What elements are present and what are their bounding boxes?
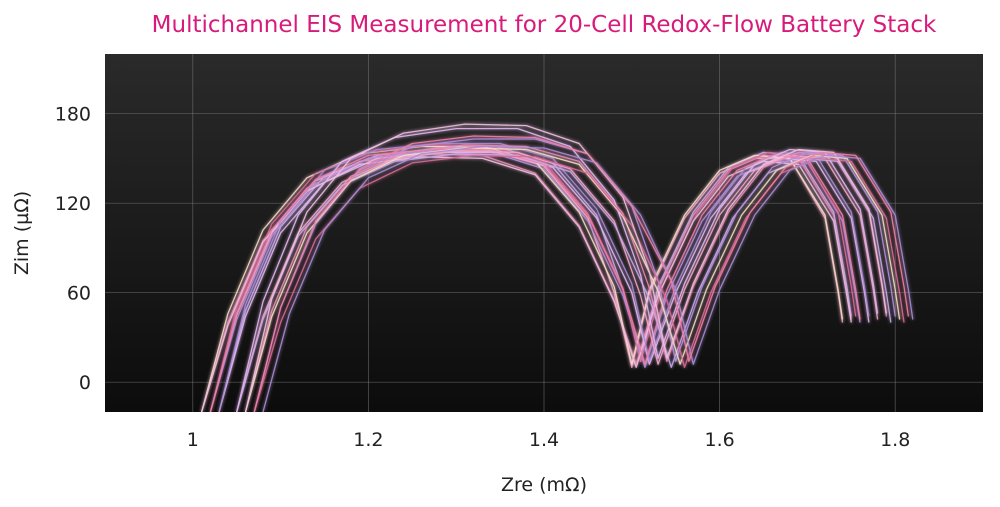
series-line — [244, 123, 888, 412]
y-tick-label: 120 — [55, 193, 91, 215]
x-tick-label: 1 — [187, 429, 199, 451]
series-line — [244, 144, 888, 412]
series-group — [200, 123, 914, 412]
series-line — [244, 147, 901, 412]
series-line — [200, 145, 844, 412]
x-tick-label: 1.8 — [880, 429, 910, 451]
y-axis-label: Zim (µΩ) — [11, 191, 33, 275]
grid — [105, 54, 983, 412]
x-tick-label: 1.2 — [353, 429, 383, 451]
chart-title: Multichannel EIS Measurement for 20-Cell… — [152, 12, 937, 38]
x-tick-labels: 1 1.2 1.4 1.6 1.8 — [187, 429, 911, 451]
x-tick-label: 1.6 — [704, 429, 734, 451]
y-tick-labels: 0 60 120 180 — [55, 104, 91, 394]
x-axis-label: Zre (mΩ) — [501, 474, 587, 496]
series-line — [253, 135, 910, 412]
y-tick-label: 0 — [79, 372, 91, 394]
series-line — [236, 150, 879, 412]
series-line — [236, 153, 892, 412]
y-tick-label: 60 — [67, 283, 91, 305]
series-line — [262, 145, 914, 412]
y-tick-label: 180 — [55, 104, 91, 126]
x-tick-label: 1.4 — [529, 429, 559, 451]
